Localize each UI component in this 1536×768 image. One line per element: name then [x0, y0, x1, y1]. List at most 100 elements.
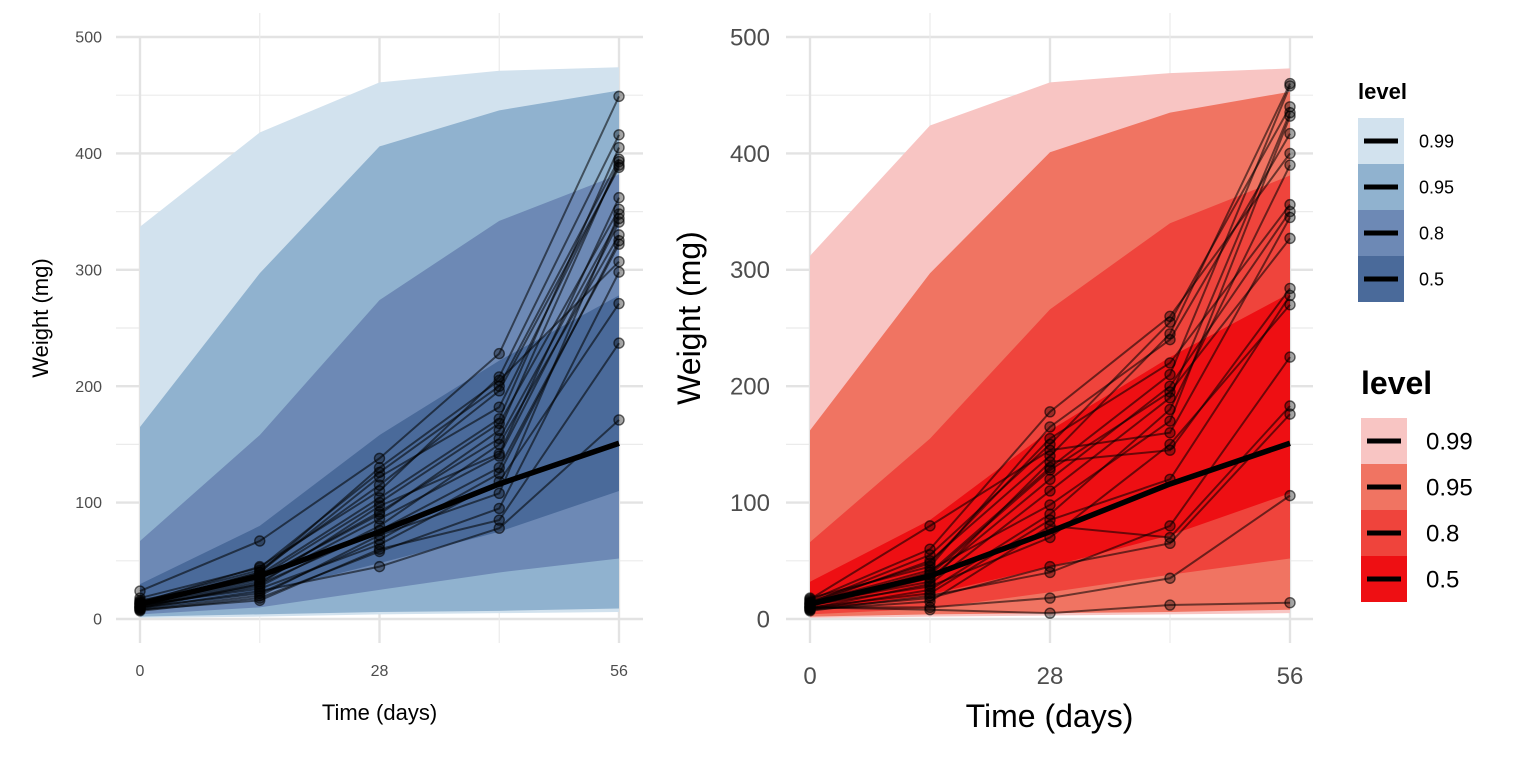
data-point [493, 502, 505, 515]
data-point [493, 522, 505, 534]
data-point [1284, 232, 1296, 245]
data-point [1164, 444, 1176, 456]
x-tick-label: 56 [1277, 663, 1304, 690]
data-point [254, 578, 266, 590]
data-point [1044, 485, 1056, 497]
y-tick-label: 0 [93, 612, 102, 629]
data-point [373, 461, 386, 474]
data-point [613, 141, 625, 154]
trajectory-line [139, 342, 620, 611]
data-point [1044, 560, 1056, 573]
y-tick-label: 300 [75, 262, 102, 279]
data-point [1044, 432, 1056, 445]
data-point [373, 496, 386, 509]
legend-small: level 0.99 0.95 0.8 0.5 [1358, 79, 1454, 302]
data-point [1284, 408, 1296, 420]
data-point [254, 594, 266, 607]
legends: level 0.99 0.95 0.8 0.5 level 0.99 0.95 0.8 0.5 [1358, 79, 1473, 602]
trajectory-line [809, 133, 1291, 600]
data-point [1164, 357, 1176, 369]
data-point [1044, 464, 1056, 476]
data-point [613, 90, 625, 103]
y-tick-label: 300 [730, 257, 770, 284]
data-point [924, 587, 936, 600]
data-point [1044, 444, 1056, 456]
left-panel: 0 100 200 300 400 500 0 28 56 Time (days) Weight (… [28, 13, 643, 725]
data-point [1284, 77, 1296, 90]
data-point [1044, 456, 1056, 468]
data-point [1164, 415, 1176, 427]
data-point [1284, 159, 1296, 171]
data-point [613, 153, 625, 165]
data-point [493, 487, 505, 499]
data-point [613, 337, 625, 349]
y-tick-label: 200 [730, 374, 770, 401]
data-point [1284, 597, 1296, 609]
trajectory-line [139, 218, 620, 608]
trajectory-line [139, 95, 620, 592]
data-point [924, 520, 936, 532]
legend-label: 0.8 [1426, 520, 1459, 547]
data-point [493, 347, 505, 360]
y-tick-label: 400 [75, 146, 102, 163]
data-point [1044, 473, 1056, 486]
data-point [1164, 310, 1176, 323]
individual-trajectories [804, 77, 1296, 619]
data-point [1164, 427, 1176, 439]
trajectory-line [139, 221, 620, 609]
right-panel: 0 100 200 300 400 500 0 28 56 Time (days) Weight (… [671, 13, 1313, 734]
y-tick-label: 0 [757, 606, 770, 633]
data-point [493, 514, 505, 526]
data-point [1164, 572, 1176, 584]
x-axis-title: Time (days) [966, 698, 1134, 734]
y-tick-label: 400 [730, 141, 770, 168]
trajectory-line [809, 115, 1291, 604]
legend-large: level 0.99 0.95 0.8 0.5 [1361, 365, 1473, 602]
legend-title: level [1361, 365, 1432, 401]
data-point [373, 560, 386, 573]
data-point [1284, 101, 1296, 113]
data-point [493, 374, 505, 387]
data-point [1044, 592, 1056, 604]
data-point [1164, 520, 1176, 532]
legend-label: 0.95 [1419, 177, 1454, 197]
trajectory-line [139, 271, 620, 612]
data-point [613, 229, 625, 241]
data-point [613, 238, 625, 250]
trajectory-line [809, 287, 1291, 605]
x-tick-label: 0 [136, 663, 145, 680]
x-axis-title: Time (days) [322, 700, 437, 725]
data-point [1044, 499, 1056, 511]
y-tick-label: 200 [75, 379, 102, 396]
data-point [1284, 489, 1296, 502]
trajectory-line [809, 204, 1291, 603]
data-point [613, 297, 625, 310]
trajectory-line [809, 601, 1291, 615]
y-tick-label: 100 [75, 495, 102, 512]
data-point [1284, 147, 1296, 160]
data-point [493, 432, 505, 445]
data-point [493, 461, 505, 474]
trajectory-line [809, 216, 1291, 601]
y-axis-title: Weight (mg) [28, 258, 53, 377]
data-point [254, 535, 266, 547]
data-point [1284, 400, 1296, 412]
legend-title: level [1358, 79, 1407, 104]
data-point [1044, 421, 1056, 433]
median-line [809, 440, 1291, 607]
x-tick-label: 28 [371, 663, 389, 680]
data-point [1284, 351, 1296, 363]
data-point [373, 452, 386, 465]
trajectory-line [809, 294, 1291, 609]
trajectory-line [809, 405, 1291, 611]
data-point [613, 191, 625, 204]
data-point [493, 417, 505, 430]
data-point [1284, 127, 1296, 140]
data-point [924, 595, 936, 608]
legend-label: 0.5 [1419, 269, 1444, 289]
data-point [1284, 110, 1296, 122]
data-point [1164, 599, 1176, 611]
y-tick-label: 500 [75, 30, 102, 47]
data-point [613, 129, 625, 141]
